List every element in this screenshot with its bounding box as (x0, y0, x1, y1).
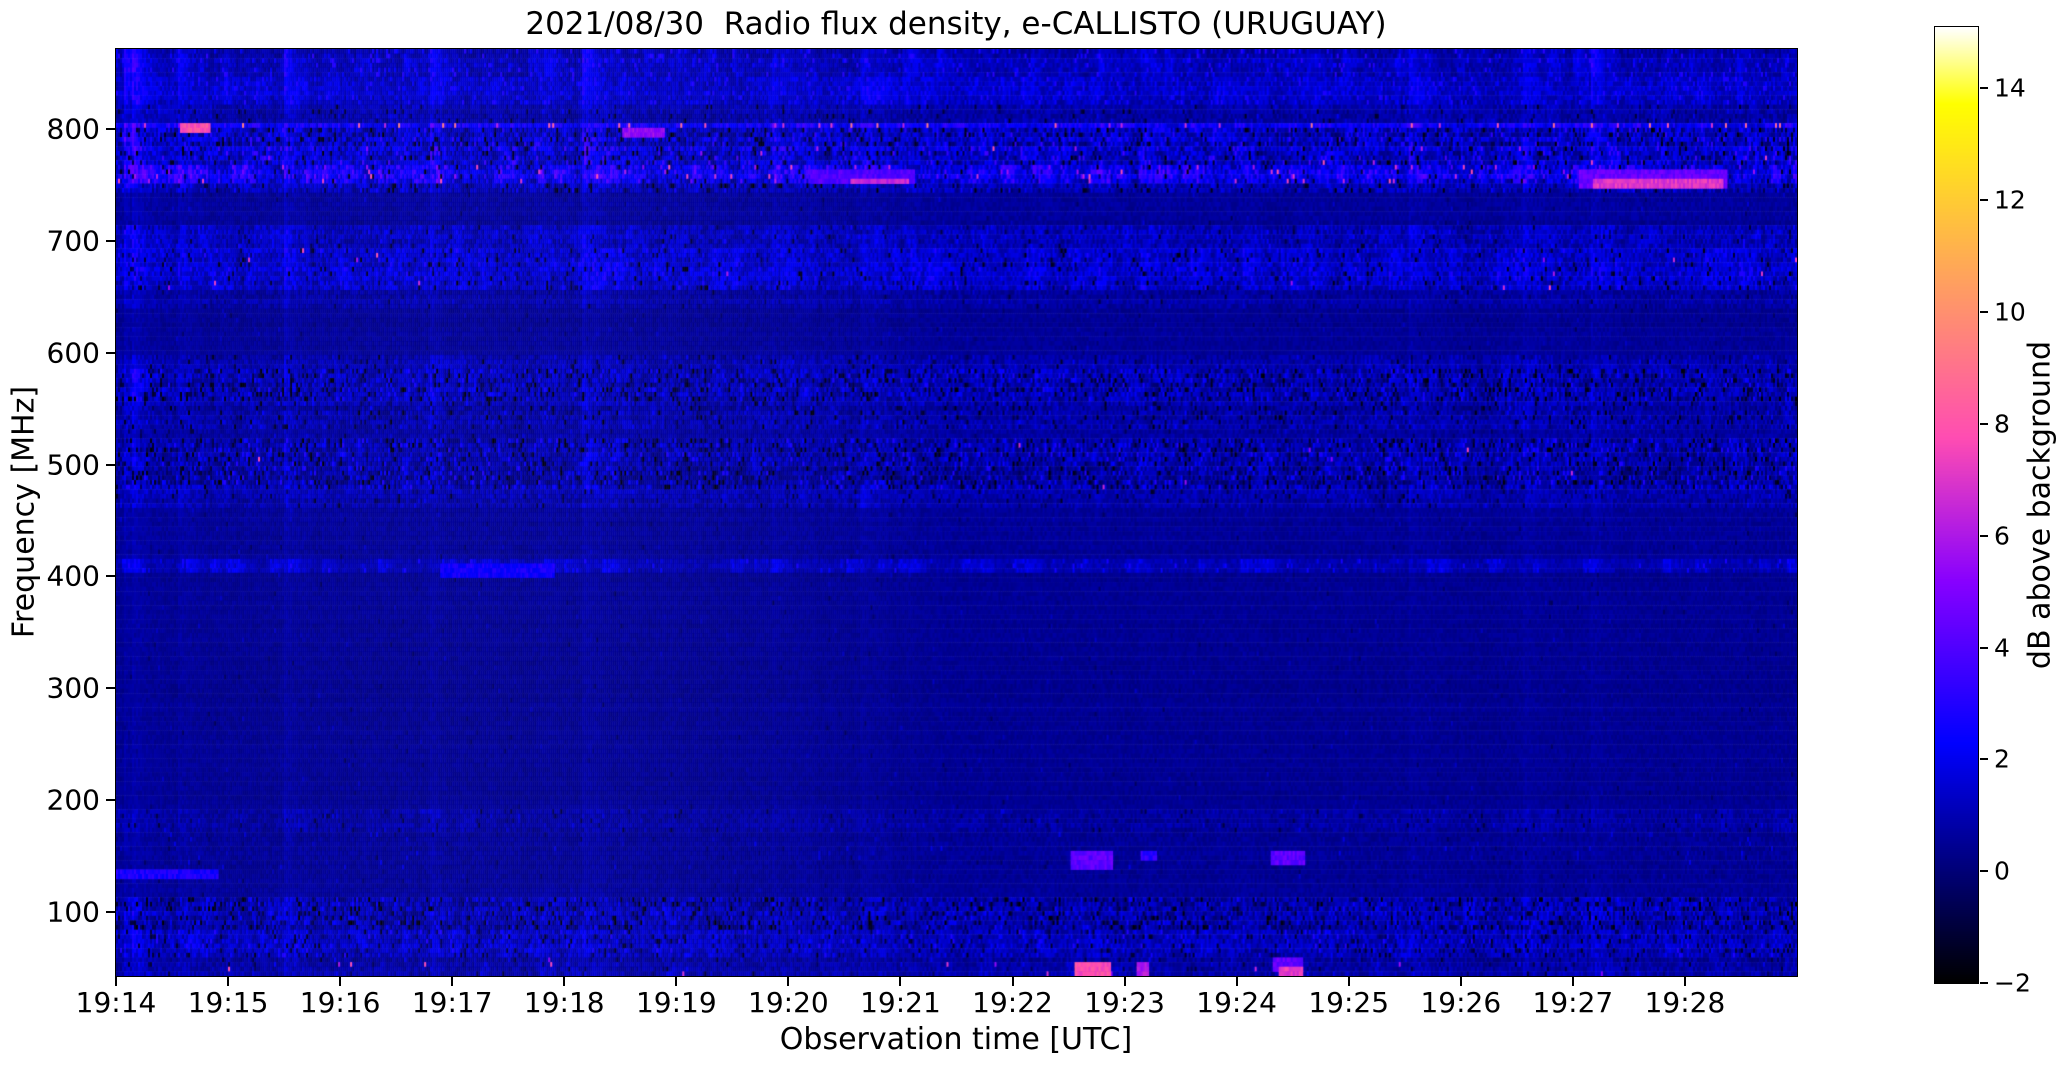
y-tick-label: 700 (46, 224, 100, 258)
x-tick-label: 19:22 (972, 986, 1053, 1019)
colorbar-tick-mark (1980, 87, 1988, 90)
y-tick-label: 800 (46, 112, 100, 146)
colorbar-tick-label: 10 (1994, 297, 2026, 327)
plot-area (115, 48, 1798, 977)
colorbar-tick-label: 8 (1994, 409, 2010, 439)
x-tick-label: 19:18 (523, 986, 605, 1019)
colorbar-tick-mark (1980, 422, 1988, 425)
x-tick-mark (1571, 977, 1574, 986)
x-tick-label: 19:24 (1196, 986, 1278, 1019)
x-tick-mark (1347, 977, 1350, 986)
colorbar-tick-mark (1980, 982, 1988, 984)
spectrogram-canvas (116, 49, 1797, 976)
y-tick-mark (106, 687, 115, 690)
x-tick-label: 19:20 (748, 986, 829, 1019)
x-tick-label: 19:17 (411, 986, 493, 1019)
y-tick-label: 300 (46, 671, 100, 705)
x-tick-mark (227, 977, 230, 986)
x-tick-mark (115, 977, 117, 986)
colorbar-tick-label: 6 (1994, 521, 2010, 551)
x-tick-mark (787, 977, 790, 986)
x-tick-mark (1123, 977, 1126, 986)
x-tick-label: 19:21 (860, 986, 941, 1019)
y-tick-label: 100 (46, 895, 100, 929)
x-tick-label: 19:25 (1308, 986, 1390, 1019)
colorbar-tick-label: −2 (1994, 968, 2031, 998)
colorbar-tick-label: 4 (1994, 633, 2010, 663)
x-tick-label: 19:14 (75, 986, 157, 1019)
y-tick-mark (106, 575, 115, 578)
colorbar-canvas (1935, 27, 1978, 983)
colorbar (1934, 26, 1979, 984)
colorbar-tick-label: 0 (1994, 856, 2010, 886)
x-tick-mark (339, 977, 342, 986)
colorbar-tick-mark (1980, 199, 1988, 202)
y-tick-label: 400 (46, 559, 100, 593)
colorbar-tick-mark (1980, 534, 1988, 537)
x-tick-mark (899, 977, 902, 986)
x-tick-mark (1235, 977, 1238, 986)
y-tick-label: 500 (46, 448, 100, 482)
y-tick-mark (106, 463, 115, 466)
x-tick-label: 19:23 (1084, 986, 1165, 1019)
x-tick-label: 19:27 (1532, 986, 1614, 1019)
y-tick-mark (106, 799, 115, 802)
colorbar-tick-label: 14 (1994, 73, 2026, 103)
x-tick-label: 19:15 (187, 986, 269, 1019)
x-tick-mark (1459, 977, 1462, 986)
y-axis-label: Frequency [MHz] (6, 385, 42, 639)
y-tick-mark (106, 351, 115, 354)
y-tick-mark (106, 911, 115, 913)
y-tick-mark (106, 239, 115, 242)
colorbar-tick-mark (1980, 870, 1988, 873)
colorbar-tick-label: 12 (1994, 185, 2026, 215)
x-tick-mark (451, 977, 454, 986)
x-axis-label: Observation time [UTC] (779, 1022, 1133, 1057)
x-tick-mark (563, 977, 566, 986)
colorbar-label: dB above background (2022, 340, 2058, 670)
x-tick-mark (1011, 977, 1014, 986)
x-tick-mark (675, 977, 678, 986)
colorbar-tick-mark (1980, 758, 1988, 761)
colorbar-tick-label: 2 (1994, 744, 2010, 774)
x-tick-label: 19:28 (1644, 986, 1726, 1019)
y-tick-mark (106, 127, 115, 130)
x-tick-mark (1683, 977, 1686, 986)
chart-title: 2021/08/30 Radio flux density, e-CALLIST… (525, 6, 1387, 42)
x-tick-label: 19:16 (299, 986, 381, 1019)
x-tick-label: 19:19 (635, 986, 717, 1019)
colorbar-tick-mark (1980, 311, 1988, 314)
y-tick-label: 200 (46, 783, 100, 817)
y-tick-label: 600 (46, 336, 100, 370)
colorbar-tick-mark (1980, 646, 1988, 649)
x-tick-label: 19:26 (1420, 986, 1502, 1019)
